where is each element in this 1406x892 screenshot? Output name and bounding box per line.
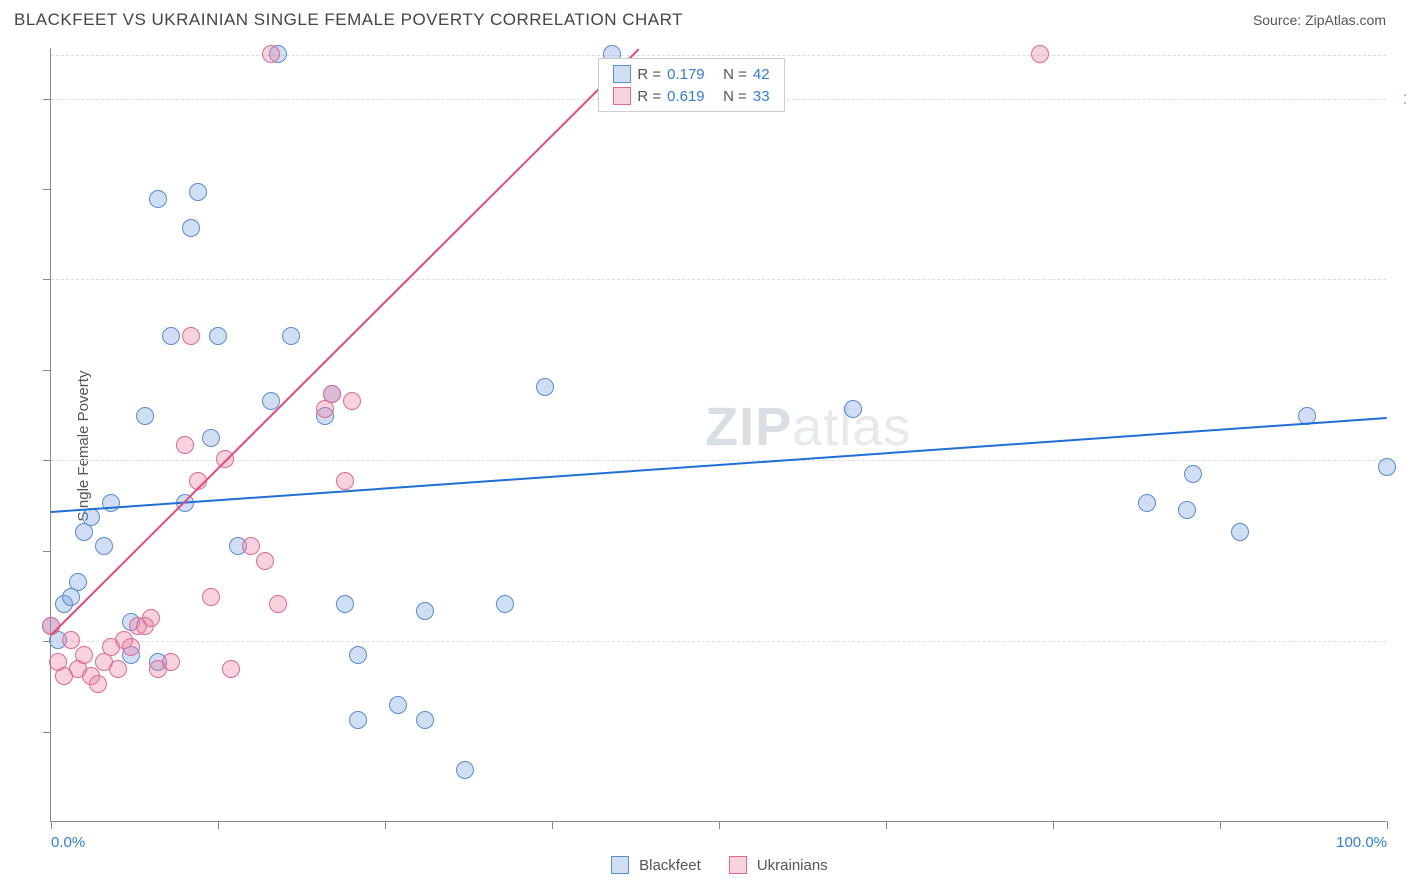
legend-stats-row: R = 0.179 N = 42: [599, 63, 783, 85]
data-point: [122, 638, 140, 656]
x-tick: [1053, 821, 1054, 829]
legend-bottom: Blackfeet Ukrainians: [611, 856, 846, 874]
trend-line: [51, 417, 1387, 513]
data-point: [182, 327, 200, 345]
data-point: [269, 595, 287, 613]
data-point: [176, 436, 194, 454]
legend-swatch: [613, 65, 631, 83]
data-point: [109, 660, 127, 678]
x-tick: [385, 821, 386, 829]
x-tick-label: 0.0%: [51, 834, 85, 851]
data-point: [343, 392, 361, 410]
data-point: [536, 378, 554, 396]
scatter-chart: 25.0%50.0%75.0%100.0%0.0%100.0%ZIPatlasR…: [50, 48, 1386, 822]
data-point: [349, 711, 367, 729]
y-tick: [43, 99, 51, 100]
data-point: [142, 609, 160, 627]
data-point: [1231, 523, 1249, 541]
data-point: [336, 595, 354, 613]
data-point: [1138, 494, 1156, 512]
data-point: [389, 696, 407, 714]
data-point: [416, 711, 434, 729]
watermark: ZIPatlas: [705, 396, 911, 458]
data-point: [496, 595, 514, 613]
n-label: N =: [723, 88, 747, 105]
data-point: [242, 537, 260, 555]
source-name: ZipAtlas.com: [1305, 12, 1386, 28]
data-point: [222, 660, 240, 678]
data-point: [1378, 458, 1396, 476]
data-point: [456, 761, 474, 779]
legend-stats: R = 0.179 N = 42 R = 0.619 N = 33: [598, 58, 784, 112]
data-point: [182, 219, 200, 237]
n-label: N =: [723, 66, 747, 83]
data-point: [256, 552, 274, 570]
trend-line: [50, 48, 639, 635]
r-value: 0.619: [667, 88, 717, 105]
legend-series-name: Ukrainians: [757, 857, 828, 874]
n-value: 42: [753, 66, 770, 83]
data-point: [162, 653, 180, 671]
data-point: [416, 602, 434, 620]
x-tick: [51, 821, 52, 829]
legend-series-name: Blackfeet: [639, 857, 701, 874]
gridline: [51, 641, 1386, 642]
gridline: [51, 279, 1386, 280]
data-point: [336, 472, 354, 490]
data-point: [202, 429, 220, 447]
y-tick-label: 75.0%: [1394, 271, 1406, 288]
chart-header: BLACKFEET VS UKRAINIAN SINGLE FEMALE POV…: [0, 0, 1406, 36]
data-point: [202, 588, 220, 606]
legend-swatch: [729, 856, 747, 874]
x-tick: [1387, 821, 1388, 829]
x-tick: [886, 821, 887, 829]
data-point: [349, 646, 367, 664]
chart-title: BLACKFEET VS UKRAINIAN SINGLE FEMALE POV…: [14, 10, 683, 30]
data-point: [75, 646, 93, 664]
data-point: [89, 675, 107, 693]
x-tick: [218, 821, 219, 829]
legend-stats-row: R = 0.619 N = 33: [599, 85, 783, 107]
source-attribution: Source: ZipAtlas.com: [1253, 12, 1386, 28]
y-tick: [43, 732, 51, 733]
data-point: [82, 508, 100, 526]
legend-swatch: [613, 87, 631, 105]
data-point: [844, 400, 862, 418]
gridline: [51, 55, 1386, 56]
n-value: 33: [753, 88, 770, 105]
data-point: [62, 631, 80, 649]
data-point: [136, 407, 154, 425]
x-tick: [719, 821, 720, 829]
y-tick-label: 100.0%: [1394, 90, 1406, 107]
data-point: [1031, 45, 1049, 63]
y-tick-label: 25.0%: [1394, 633, 1406, 650]
data-point: [262, 45, 280, 63]
data-point: [69, 573, 87, 591]
data-point: [209, 327, 227, 345]
data-point: [323, 385, 341, 403]
r-label: R =: [637, 88, 661, 105]
x-tick: [1220, 821, 1221, 829]
y-tick: [43, 551, 51, 552]
data-point: [95, 537, 113, 555]
y-tick: [43, 460, 51, 461]
x-tick: [552, 821, 553, 829]
source-prefix: Source:: [1253, 12, 1305, 28]
data-point: [149, 190, 167, 208]
legend-swatch: [611, 856, 629, 874]
r-label: R =: [637, 66, 661, 83]
gridline: [51, 460, 1386, 461]
data-point: [162, 327, 180, 345]
data-point: [189, 183, 207, 201]
x-tick-label: 100.0%: [1336, 834, 1387, 851]
r-value: 0.179: [667, 66, 717, 83]
y-tick: [43, 279, 51, 280]
data-point: [1184, 465, 1202, 483]
y-tick: [43, 189, 51, 190]
data-point: [282, 327, 300, 345]
data-point: [1178, 501, 1196, 519]
y-tick: [43, 370, 51, 371]
